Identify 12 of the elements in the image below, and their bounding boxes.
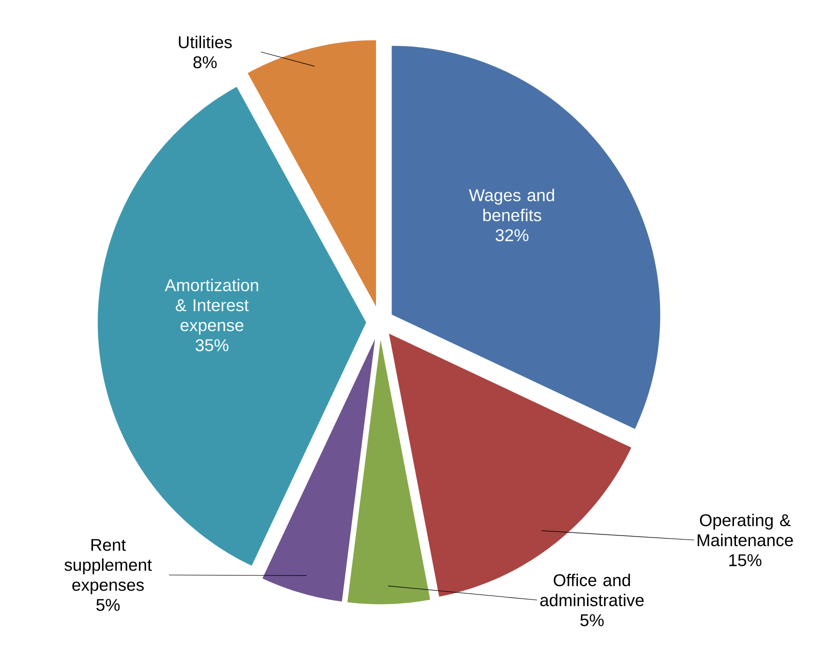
data-label: 5% — [96, 598, 120, 611]
data-label: 8% — [193, 56, 217, 68]
data-label: 32% — [496, 229, 528, 242]
data-label: 5% — [580, 614, 604, 626]
data-label: 35% — [196, 339, 228, 352]
slice-label: Amortization & Interest expense — [164, 278, 258, 335]
slice-label: Rent supplement expenses — [64, 539, 152, 594]
data-label: 15% — [729, 554, 762, 566]
slice-label: Operating & Maintenance — [698, 514, 793, 546]
slice-label: Utilities — [178, 36, 232, 48]
slice-label: Office and administrative — [540, 574, 644, 606]
slice-label: Wages and benefits — [468, 188, 554, 222]
